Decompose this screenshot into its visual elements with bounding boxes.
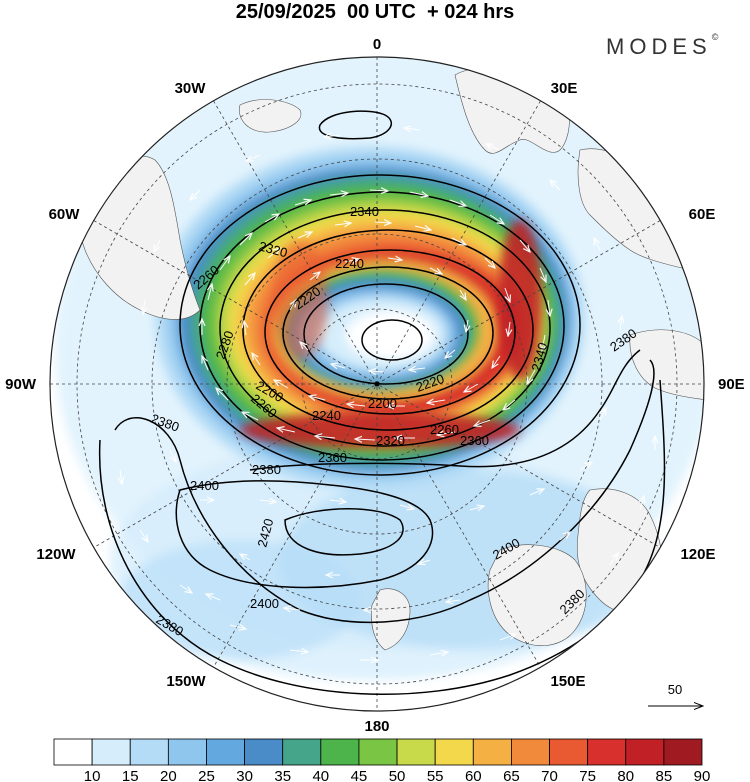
brand-copyright-mark: ©	[711, 32, 719, 42]
colorbar-tick-label: 45	[351, 768, 368, 782]
colorbar-tick-label: 60	[465, 768, 482, 782]
contour-label: 2360	[318, 450, 347, 465]
contour-label: 2240	[312, 408, 341, 423]
colorbar-swatch	[663, 738, 703, 766]
lon-label-120w: 120W	[36, 546, 76, 563]
colorbar-swatch	[167, 738, 207, 766]
lon-label-90w: 90W	[5, 376, 37, 393]
lon-label-90e: 90E	[718, 376, 745, 393]
contour-label: 2420	[254, 517, 276, 549]
colorbar-swatch	[511, 738, 550, 766]
map-boundary	[49, 56, 705, 712]
colorbar-swatch	[587, 738, 627, 766]
colorbar-tick-label: 85	[656, 768, 673, 782]
brand-logo: MODES©	[606, 32, 719, 60]
lon-label-0: 0	[373, 36, 381, 53]
colorbar-swatch	[91, 738, 131, 766]
height-contours	[98, 110, 666, 696]
colorbar-tick-label: 50	[389, 768, 406, 782]
lon-label-180: 180	[364, 718, 389, 735]
colorbar-tick-label: 90	[694, 768, 711, 782]
colorbar-swatch	[206, 738, 245, 766]
colorbar-tick-label: 75	[579, 768, 596, 782]
colorbar-swatch	[396, 738, 436, 766]
colorbar-tick-label: 20	[160, 768, 177, 782]
colorbar-swatch	[434, 738, 474, 766]
reference-vector: 50	[648, 682, 703, 706]
pole-marker	[374, 381, 380, 387]
lon-label-150w: 150W	[166, 673, 206, 690]
contour-label: 2320	[376, 433, 405, 448]
colorbar-tick-label: 65	[503, 768, 520, 782]
colorbar-tick-label: 15	[122, 768, 139, 782]
colorbar-tick-label: 25	[198, 768, 215, 782]
wind-vectors	[120, 128, 655, 660]
land-masses	[78, 67, 704, 651]
colorbar-tick-label: 35	[274, 768, 291, 782]
brand-name: MODES	[606, 34, 712, 59]
contour-label: 2200	[368, 396, 397, 411]
lon-label-150e: 150E	[550, 673, 585, 690]
colorbar-swatch	[244, 738, 284, 766]
lon-label-60w: 60W	[49, 206, 81, 223]
colorbar-tick-label: 30	[236, 768, 253, 782]
colorbar-swatch	[358, 738, 398, 766]
map-title: 25/09/2025 00 UTC + 024 hrs	[235, 1, 515, 23]
colorbar: 10 15 20 25 30 35 40 45 50 55 60 65 70 75 80 85 90	[53, 738, 711, 782]
contour-label: 2360	[460, 433, 489, 448]
colorbar-swatch	[53, 738, 93, 766]
reference-vector-value: 50	[668, 682, 682, 697]
contour-label: 2340	[350, 204, 379, 219]
colorbar-tick-label: 40	[312, 768, 329, 782]
colorbar-swatch	[625, 738, 665, 766]
contour-label: 2240	[335, 256, 364, 271]
contour-label: 2340	[528, 341, 550, 373]
map-disk-content: 2340 2320 2240 2260 2280 2220 2200 2260 …	[50, 57, 704, 711]
colorbar-tick-label: 80	[617, 768, 634, 782]
colorbar-swatch	[320, 738, 360, 766]
colorbar-swatch	[129, 738, 169, 766]
lon-label-120e: 120E	[680, 546, 715, 563]
colorbar-tick-label: 10	[84, 768, 101, 782]
contour-label: 2400	[250, 596, 279, 611]
contour-label: 2380	[252, 462, 281, 477]
lon-label-60e: 60E	[689, 206, 716, 223]
contour-label: 2260	[430, 422, 459, 437]
longitude-labels: 0 30E 60E 90E 120E 150E 180 150W 120W 90…	[5, 36, 745, 735]
colorbar-swatch	[472, 738, 512, 766]
contour-label: 2320	[257, 238, 289, 260]
lon-label-30w: 30W	[175, 80, 207, 97]
colorbar-swatch	[282, 738, 322, 766]
colorbar-tick-label: 70	[541, 768, 558, 782]
contour-label: 2400	[190, 478, 219, 493]
colorbar-swatch	[549, 738, 589, 766]
lon-label-30e: 30E	[551, 80, 578, 97]
colorbar-tick-label: 55	[427, 768, 444, 782]
